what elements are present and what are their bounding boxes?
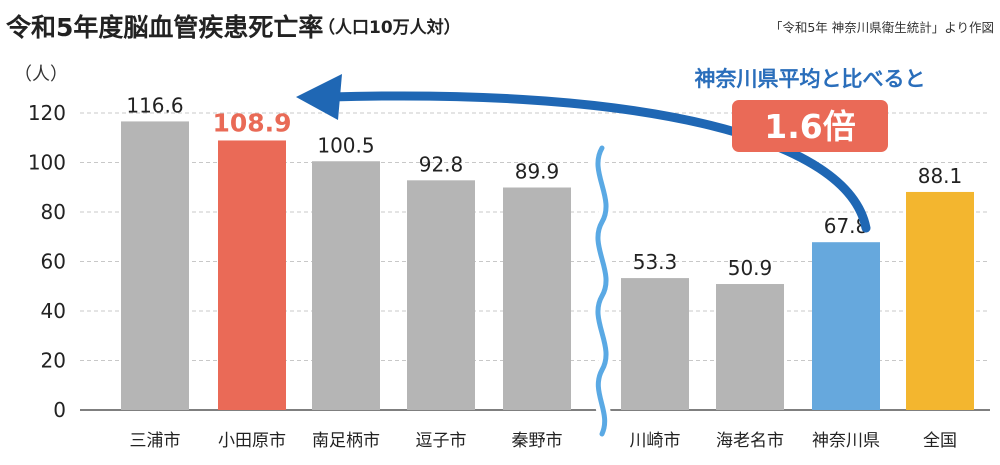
category-label: 全国 <box>923 431 957 451</box>
y-tick-label: 40 <box>41 299 66 323</box>
category-label: 神奈川県 <box>812 431 880 451</box>
bar-川崎市 <box>621 278 689 410</box>
axis-break-wave <box>595 145 609 437</box>
chart-source: 「令和5年 神奈川県衛生統計」より作図 <box>770 20 994 35</box>
y-tick-label: 100 <box>28 151 66 175</box>
y-tick-label: 60 <box>41 250 66 274</box>
category-label: 三浦市 <box>130 431 181 451</box>
category-label: 南足柄市 <box>312 431 380 451</box>
category-label: 海老名市 <box>716 431 784 451</box>
y-tick-label: 120 <box>28 101 66 125</box>
value-label: 50.9 <box>728 256 773 280</box>
comparison-arrowhead <box>296 74 342 120</box>
y-tick-label: 80 <box>41 200 66 224</box>
y-tick-label: 0 <box>53 398 66 422</box>
bar-三浦市 <box>121 121 189 410</box>
annotation: 神奈川県平均と比べると 1.6倍 <box>296 67 926 233</box>
value-label: 88.1 <box>918 164 963 188</box>
y-tick-label: 20 <box>41 349 66 373</box>
axis-break <box>590 141 614 441</box>
bars: 116.6 三浦市 108.9 小田原市 100.5 南足柄市 92.8 逗子市 89.9 秦野市… <box>121 93 974 451</box>
ratio-text: 1.6倍 <box>764 107 855 146</box>
bar-秦野市 <box>503 187 571 410</box>
category-label: 小田原市 <box>218 431 286 451</box>
annotation-text: 神奈川県平均と比べると <box>695 67 926 91</box>
bar-海老名市 <box>716 284 784 410</box>
value-label: 53.3 <box>633 250 678 274</box>
value-label: 89.9 <box>515 159 560 183</box>
chart-title-suffix: （人口10万人対） <box>318 17 461 38</box>
bar-小田原市 <box>218 140 286 410</box>
bar-神奈川県 <box>812 242 880 410</box>
ratio-badge <box>732 100 888 152</box>
category-label: 逗子市 <box>416 431 467 451</box>
category-label: 秦野市 <box>512 431 563 451</box>
value-label: 92.8 <box>419 152 464 176</box>
value-label: 116.6 <box>126 93 183 117</box>
value-label: 108.9 <box>212 108 291 137</box>
bar-全国 <box>906 191 974 410</box>
category-label: 川崎市 <box>630 431 681 451</box>
bar-南足柄市 <box>312 161 380 410</box>
y-axis-ticks: 0 20 40 60 80 100 120 <box>28 101 66 422</box>
chart-title: 令和5年度脳血管疾患死亡率 <box>6 13 323 42</box>
bar-逗子市 <box>407 180 475 410</box>
comparison-arrow <box>325 91 871 233</box>
y-axis-unit: （人） <box>14 64 68 85</box>
value-label: 100.5 <box>317 133 374 157</box>
